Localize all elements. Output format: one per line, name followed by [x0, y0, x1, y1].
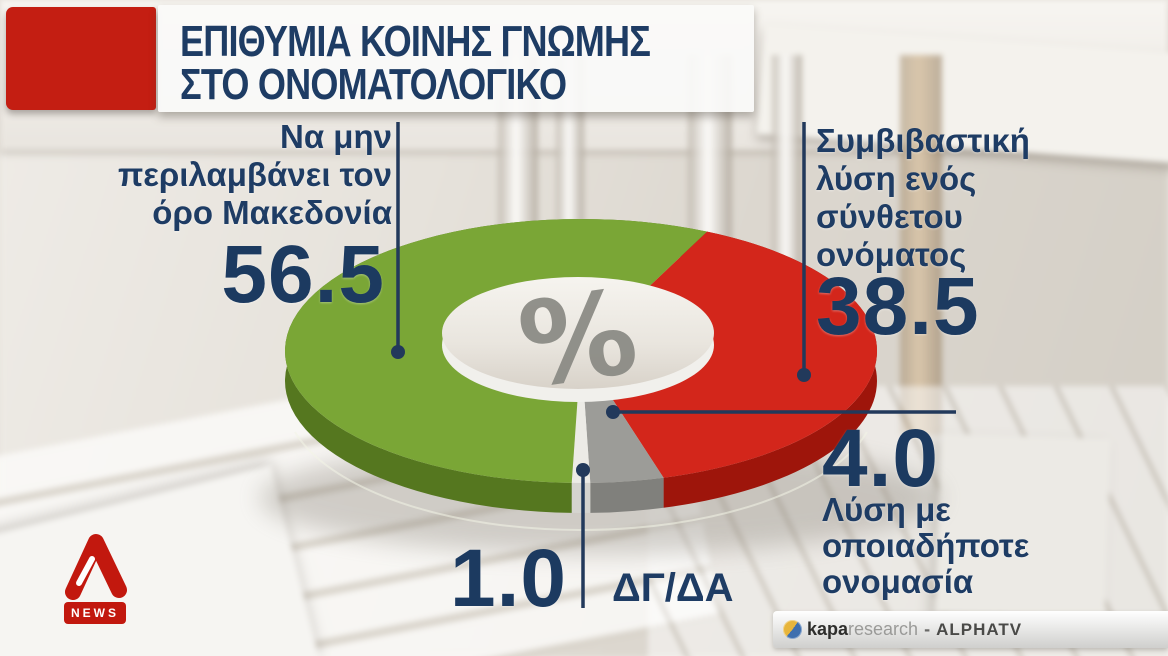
slice-any-name-side: [590, 477, 664, 513]
label-line: σύνθετου: [816, 198, 963, 235]
credit-brand-suffix: research: [848, 619, 919, 639]
label-line: οποιαδήποτε: [822, 527, 1030, 564]
label-line: λύση ενός: [816, 160, 977, 197]
banner-red-block: [6, 7, 156, 110]
value-dk-da: 1.0: [450, 533, 567, 624]
percent-symbol: %: [511, 264, 645, 414]
donut-hole: [442, 277, 714, 389]
label-line: περιλαμβάνει τον: [117, 156, 392, 193]
callout-lines: [396, 122, 956, 608]
value-any-name: 4.0: [822, 413, 939, 504]
label-any-name: Λύση με οποιαδήποτε ονομασία: [822, 492, 1029, 600]
callout-dot-red: [797, 368, 811, 382]
label-dk-da: ΔΓ/ΔΑ: [612, 566, 734, 610]
label-line: όρο Μακεδονία: [152, 194, 392, 231]
alpha-news-logo: NEWS: [58, 530, 138, 630]
alpha-a-icon: [65, 534, 127, 600]
label-no-macedonia: Να μην περιλαμβάνει τον όρο Μακεδονία: [36, 118, 392, 232]
credit-channel: ALPHATV: [936, 620, 1023, 639]
slice-dk-da: [571, 351, 591, 484]
credit-text: kaparesearch - ALPHATV: [807, 619, 1022, 640]
alpha-news-badge-label: NEWS: [71, 606, 119, 620]
title-line-2: ΣΤΟ ΟΝΟΜΑΤΟΛΟΓΙΚΟ: [180, 60, 567, 109]
value-no-macedonia: 56.5: [221, 229, 385, 320]
credit-brand: kapa: [807, 619, 849, 639]
donut-rim-highlight: [294, 431, 868, 531]
callout-dot-white: [576, 463, 590, 477]
page-title: ΕΠΙΘΥΜΙΑ ΚΟΙΝΗΣ ΓΝΩΜΗΣ ΣΤΟ ΟΝΟΜΑΤΟΛΟΓΙΚΟ: [180, 17, 651, 109]
title-banner: ΕΠΙΘΥΜΙΑ ΚΟΙΝΗΣ ΓΝΩΜΗΣ ΣΤΟ ΟΝΟΜΑΤΟΛΟΓΙΚΟ: [158, 5, 754, 112]
label-line: ονομασία: [822, 563, 974, 600]
label-line: ονόματος: [816, 236, 967, 273]
label-line: Λύση με: [822, 491, 951, 528]
background-column: [900, 55, 942, 435]
label-line: Να μην: [280, 118, 392, 155]
credit-bar: kaparesearch - ALPHATV: [773, 611, 1168, 648]
value-composite-name: 38.5: [816, 261, 980, 352]
slice-dk-da-side: [571, 482, 591, 513]
label-composite-name: Συμβιβαστική λύση ενός σύνθετου ονόματος: [816, 122, 1156, 274]
credit-separator: -: [924, 619, 931, 639]
kapa-research-logo-icon: [783, 620, 802, 639]
alpha-news-badge: NEWS: [64, 602, 126, 624]
title-line-1: ΕΠΙΘΥΜΙΑ ΚΟΙΝΗΣ ΓΝΩΜΗΣ: [180, 17, 651, 66]
label-line: Συμβιβαστική: [816, 122, 1030, 159]
callout-dots: [391, 345, 811, 477]
callout-dot-gray: [606, 405, 620, 419]
callout-dot-green: [391, 345, 405, 359]
